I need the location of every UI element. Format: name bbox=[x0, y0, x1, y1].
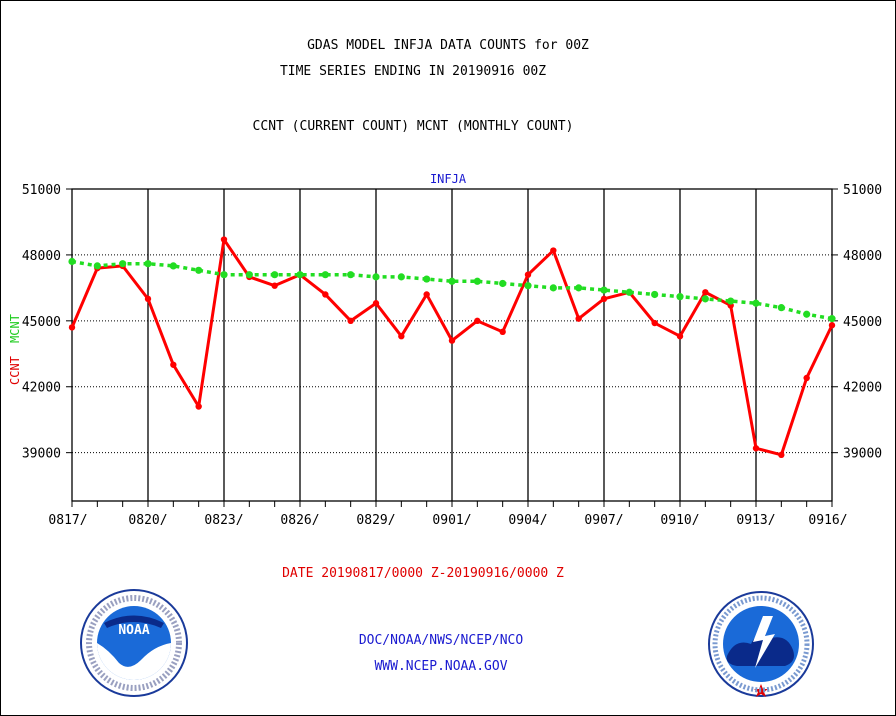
data-point-ccnt bbox=[524, 271, 532, 278]
data-point-mcnt bbox=[144, 260, 152, 268]
data-point-mcnt bbox=[271, 271, 279, 279]
data-point-mcnt bbox=[600, 286, 608, 294]
axes bbox=[66, 188, 838, 507]
data-point-mcnt bbox=[397, 273, 405, 281]
data-point-mcnt bbox=[575, 284, 583, 292]
data-point-mcnt bbox=[220, 271, 228, 279]
y-tick-label-right: 51000 bbox=[843, 183, 882, 198]
data-point-mcnt bbox=[423, 275, 431, 283]
data-point-mcnt bbox=[321, 271, 329, 279]
data-point-ccnt bbox=[347, 317, 354, 325]
x-tick-label: 0904/ bbox=[508, 513, 547, 528]
data-point-ccnt bbox=[499, 328, 506, 336]
data-point-mcnt bbox=[448, 277, 456, 285]
data-point-ccnt bbox=[195, 403, 202, 410]
y-tick-label-left: 48000 bbox=[22, 249, 61, 264]
data-point-ccnt bbox=[144, 295, 152, 303]
tick-labels: 39000 39000 42000 42000 45000 45000 48000 48000… bbox=[22, 183, 882, 528]
x-tick-label: 0826/ bbox=[280, 513, 319, 528]
data-point-ccnt bbox=[803, 374, 810, 382]
y-tick-label-right: 42000 bbox=[843, 381, 882, 396]
data-point-mcnt bbox=[727, 297, 735, 305]
data-point-mcnt bbox=[524, 282, 532, 290]
data-point-mcnt bbox=[195, 266, 203, 274]
data-point-ccnt bbox=[550, 247, 557, 254]
title-line-1: GDAS MODEL INFJA DATA COUNTS for 00Z bbox=[307, 38, 589, 53]
data-point-mcnt bbox=[93, 262, 101, 270]
x-tick-label: 0913/ bbox=[736, 513, 775, 528]
y-tick-label-left: 39000 bbox=[22, 447, 61, 462]
series-lines bbox=[68, 236, 836, 459]
data-point-ccnt bbox=[828, 322, 836, 329]
data-point-mcnt bbox=[676, 293, 684, 301]
x-tick-label: 0910/ bbox=[660, 513, 699, 528]
title-line-2: TIME SERIES ENDING IN 20190916 00Z bbox=[279, 64, 547, 79]
data-point-mcnt bbox=[499, 279, 507, 288]
data-point-mcnt bbox=[347, 271, 355, 279]
data-point-ccnt bbox=[322, 291, 329, 298]
noaa-logo: NOAA bbox=[80, 589, 188, 697]
data-point-mcnt bbox=[777, 304, 785, 312]
y-tick-label-left: 45000 bbox=[22, 315, 61, 330]
data-point-mcnt bbox=[752, 299, 760, 307]
y-tick-label-right: 39000 bbox=[843, 447, 882, 462]
data-point-mcnt bbox=[625, 288, 633, 296]
nws-logo bbox=[708, 591, 814, 697]
x-tick-label: 0817/ bbox=[48, 513, 87, 528]
y-tick-label-left: 51000 bbox=[22, 183, 61, 198]
data-point-ccnt bbox=[271, 282, 278, 289]
data-point-ccnt bbox=[170, 361, 177, 368]
data-point-ccnt bbox=[68, 324, 76, 331]
data-point-ccnt bbox=[702, 289, 709, 296]
x-tick-label: 0907/ bbox=[584, 513, 623, 528]
data-point-ccnt bbox=[752, 445, 760, 452]
data-point-mcnt bbox=[372, 273, 380, 281]
data-point-mcnt bbox=[68, 257, 76, 266]
data-point-ccnt bbox=[575, 315, 582, 322]
data-point-mcnt bbox=[701, 295, 709, 303]
data-point-mcnt bbox=[473, 277, 481, 285]
data-point-mcnt bbox=[803, 310, 811, 318]
data-point-ccnt bbox=[600, 295, 608, 303]
y-tick-label-right: 48000 bbox=[843, 249, 882, 264]
data-point-ccnt bbox=[676, 333, 684, 340]
data-point-ccnt bbox=[220, 236, 228, 243]
x-tick-label: 0823/ bbox=[204, 513, 243, 528]
x-tick-label: 0829/ bbox=[356, 513, 395, 528]
data-point-mcnt bbox=[651, 290, 659, 299]
url-link[interactable]: WWW.NCEP.NOAA.GOV bbox=[374, 659, 508, 674]
y-tick-label-right: 45000 bbox=[843, 315, 882, 330]
title-line-3: CCNT (CURRENT COUNT) MCNT (MONTHLY COUNT… bbox=[252, 119, 574, 134]
noaa-logo-text: NOAA bbox=[118, 623, 149, 638]
data-point-ccnt bbox=[651, 319, 658, 327]
data-point-mcnt bbox=[169, 262, 177, 270]
data-point-mcnt bbox=[549, 284, 557, 292]
x-tick-label: 0901/ bbox=[432, 513, 471, 528]
data-point-mcnt bbox=[245, 271, 253, 279]
data-point-mcnt bbox=[119, 260, 127, 268]
data-point-mcnt bbox=[296, 271, 304, 279]
y-axis-label-mcnt: MCNT bbox=[8, 314, 22, 343]
data-point-ccnt bbox=[778, 451, 785, 459]
data-point-ccnt bbox=[398, 333, 405, 340]
data-point-ccnt bbox=[448, 337, 456, 344]
date-range: DATE 20190817/0000 Z-20190916/0000 Z bbox=[282, 566, 564, 581]
y-tick-label-left: 42000 bbox=[22, 381, 61, 396]
org-text: DOC/NOAA/NWS/NCEP/NCO bbox=[358, 633, 524, 648]
data-point-ccnt bbox=[423, 291, 430, 298]
data-point-ccnt bbox=[372, 300, 380, 307]
y-axis-label-ccnt: CCNT bbox=[8, 356, 22, 385]
grid bbox=[72, 189, 832, 501]
data-point-ccnt bbox=[474, 317, 481, 325]
chart-title: INFJA bbox=[429, 172, 467, 186]
x-tick-label: 0916/ bbox=[808, 513, 847, 528]
data-point-mcnt bbox=[828, 315, 836, 323]
x-tick-label: 0820/ bbox=[128, 513, 167, 528]
